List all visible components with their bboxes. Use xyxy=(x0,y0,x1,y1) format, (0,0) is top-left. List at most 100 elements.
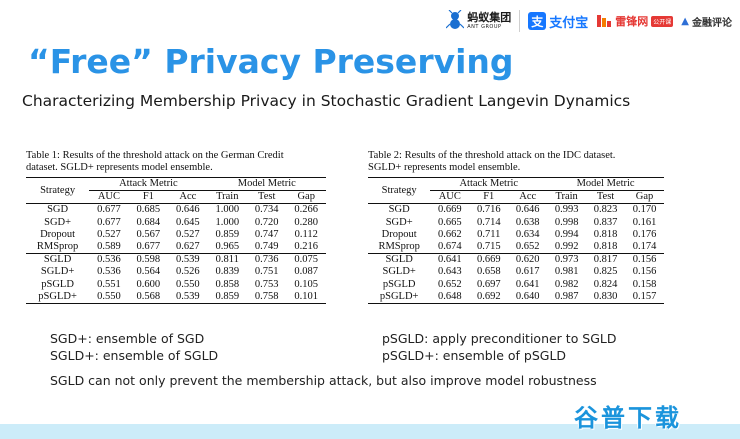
strategy-cell: pSGLD xyxy=(382,278,416,290)
table-row: SGD+ 0.665 0.714 0.638 0.998 0.837 0.161 xyxy=(368,217,664,229)
metric-cell: 0.677 xyxy=(97,204,121,216)
table-row: SGD+ 0.677 0.684 0.645 1.000 0.720 0.280 xyxy=(26,217,326,229)
metric-cell: 0.527 xyxy=(176,228,200,240)
table-header-row: Strategy Attack Metric Model Metric xyxy=(26,176,326,205)
strategy-cell: SGLD+ xyxy=(40,266,75,278)
metric-cell: 0.652 xyxy=(515,241,540,253)
metric-cell: 0.641 xyxy=(430,253,470,267)
alipay-logo: 支 支付宝 xyxy=(528,12,588,31)
metric-cell: 0.652 xyxy=(438,278,462,290)
table-row: SGLD 0.536 0.598 0.539 0.811 0.736 0.075 xyxy=(26,253,326,267)
attack-metric-header: Attack Metric xyxy=(89,176,208,192)
table-row: SGLD+ 0.536 0.564 0.526 0.839 0.751 0.087 xyxy=(26,266,326,278)
metric-cell: 0.539 xyxy=(168,253,208,267)
table1-caption: Table 1: Results of the threshold attack… xyxy=(26,150,326,174)
table1-body: SGD 0.677 0.685 0.646 1.000 0.734 0.266 SGD+ 0.6… xyxy=(26,204,326,305)
table-row: SGD 0.669 0.716 0.646 0.993 0.823 0.170 xyxy=(368,204,664,217)
table-row: Dropout 0.662 0.711 0.634 0.994 0.818 0.176 xyxy=(368,229,664,241)
strategy-cell: RMSprop xyxy=(36,241,79,253)
metric-cell: 0.156 xyxy=(632,266,657,278)
strategy-cell: pSGLD xyxy=(41,278,74,290)
metric-cell: 0.158 xyxy=(632,278,657,290)
metric-cell: 0.157 xyxy=(625,290,664,305)
table2-caption-line2: SGLD+ represents model ensemble. xyxy=(368,162,521,173)
jinrong-name: 金融评论 xyxy=(692,17,732,29)
table2-body: SGD 0.669 0.716 0.646 0.993 0.823 0.170 SGD+ 0.6… xyxy=(368,204,664,305)
metric-cell: 0.662 xyxy=(438,228,462,240)
metric-cell: 0.811 xyxy=(207,253,247,267)
metric-cell: 0.823 xyxy=(593,204,618,216)
metric-cell: 0.825 xyxy=(593,266,618,278)
metric-cell: 0.720 xyxy=(254,216,279,228)
alipay-name: 支付宝 xyxy=(549,15,589,31)
table-row: SGD 0.677 0.685 0.646 1.000 0.734 0.266 xyxy=(26,204,326,217)
metric-cell: 0.818 xyxy=(593,241,618,253)
note-sgld-plus: SGLD+: ensemble of SGLD xyxy=(50,348,219,363)
conclusion-text: SGLD can not only prevent the membership… xyxy=(50,373,597,388)
metric-cell: 0.973 xyxy=(547,253,587,267)
slide-title: “Free” Privacy Preserving xyxy=(28,42,514,81)
metric-cell: 0.156 xyxy=(625,253,664,267)
table2-caption: Table 2: Results of the threshold attack… xyxy=(368,150,664,174)
metric-cell: 0.993 xyxy=(554,204,579,216)
col-header: Test xyxy=(586,190,626,205)
metric-cell: 0.598 xyxy=(128,253,169,267)
table-row: pSGLD 0.551 0.600 0.550 0.858 0.753 0.105 xyxy=(26,279,326,291)
strategy-header: Strategy xyxy=(368,176,431,205)
metric-cell: 0.536 xyxy=(89,253,129,267)
metric-cell: 0.747 xyxy=(254,228,279,240)
metric-cell: 0.751 xyxy=(254,266,279,278)
metric-cell: 0.965 xyxy=(215,241,240,253)
table2-block: Table 2: Results of the threshold attack… xyxy=(368,150,664,305)
metric-cell: 0.994 xyxy=(554,228,579,240)
metric-cell: 0.716 xyxy=(476,204,501,216)
table-row: SGLD+ 0.643 0.658 0.617 0.981 0.825 0.156 xyxy=(368,266,664,278)
metric-cell: 0.646 xyxy=(176,204,200,216)
metric-cell: 0.638 xyxy=(515,216,540,228)
col-header: Gap xyxy=(286,190,326,205)
col-header: Acc xyxy=(168,190,208,205)
table-row: SGLD 0.641 0.669 0.620 0.973 0.817 0.156 xyxy=(368,253,664,267)
leifeng-logo: 雷锋网 公开课 xyxy=(596,13,674,29)
metric-cell: 0.112 xyxy=(294,228,318,240)
metric-cell: 0.174 xyxy=(632,241,657,253)
metric-cell: 0.749 xyxy=(254,241,279,253)
table-row: Dropout 0.527 0.567 0.527 0.859 0.747 0.112 xyxy=(26,229,326,241)
jinrong-logo: ▲ 金融评论 xyxy=(681,14,732,29)
metric-cell: 0.216 xyxy=(294,241,319,253)
strategy-cell: SGD+ xyxy=(385,216,413,228)
col-header: F1 xyxy=(469,190,509,205)
metric-cell: 0.858 xyxy=(215,278,240,290)
metric-cell: 0.105 xyxy=(294,278,319,290)
strategy-cell: SGLD xyxy=(26,253,90,267)
leifeng-badge: 公开课 xyxy=(651,15,674,27)
metric-cell: 0.634 xyxy=(515,228,540,240)
metric-cell: 0.536 xyxy=(97,266,121,278)
footer-band xyxy=(0,424,740,439)
table-header-row: Strategy Attack Metric Model Metric xyxy=(368,176,664,205)
col-header: Acc xyxy=(508,190,548,205)
strategy-cell: RMSprop xyxy=(378,241,420,253)
metric-cell: 0.648 xyxy=(430,290,470,305)
table-subheader-row: AUC F1 Acc Train Test Gap xyxy=(368,190,664,205)
metric-cell: 0.641 xyxy=(515,278,540,290)
metric-cell: 0.101 xyxy=(286,290,326,305)
metric-cell: 0.753 xyxy=(254,278,279,290)
table-row: RMSprop 0.589 0.677 0.627 0.965 0.749 0.216 xyxy=(26,241,326,254)
metric-cell: 0.643 xyxy=(438,266,462,278)
metric-cell: 0.564 xyxy=(136,266,161,278)
metric-cell: 0.665 xyxy=(438,216,462,228)
strategy-cell: Dropout xyxy=(40,228,76,240)
metric-cell: 0.677 xyxy=(136,241,161,253)
metric-cell: 0.567 xyxy=(136,228,161,240)
metric-cell: 0.674 xyxy=(438,241,462,253)
metric-cell: 0.617 xyxy=(515,266,540,278)
metric-cell: 0.658 xyxy=(476,266,501,278)
metric-cell: 0.627 xyxy=(176,241,200,253)
metric-cell: 0.669 xyxy=(469,253,509,267)
metric-cell: 0.830 xyxy=(586,290,626,305)
metric-cell: 0.684 xyxy=(136,216,161,228)
strategy-cell: pSGLD+ xyxy=(368,290,431,305)
metric-cell: 0.818 xyxy=(593,228,618,240)
metric-cell: 0.669 xyxy=(438,204,462,216)
